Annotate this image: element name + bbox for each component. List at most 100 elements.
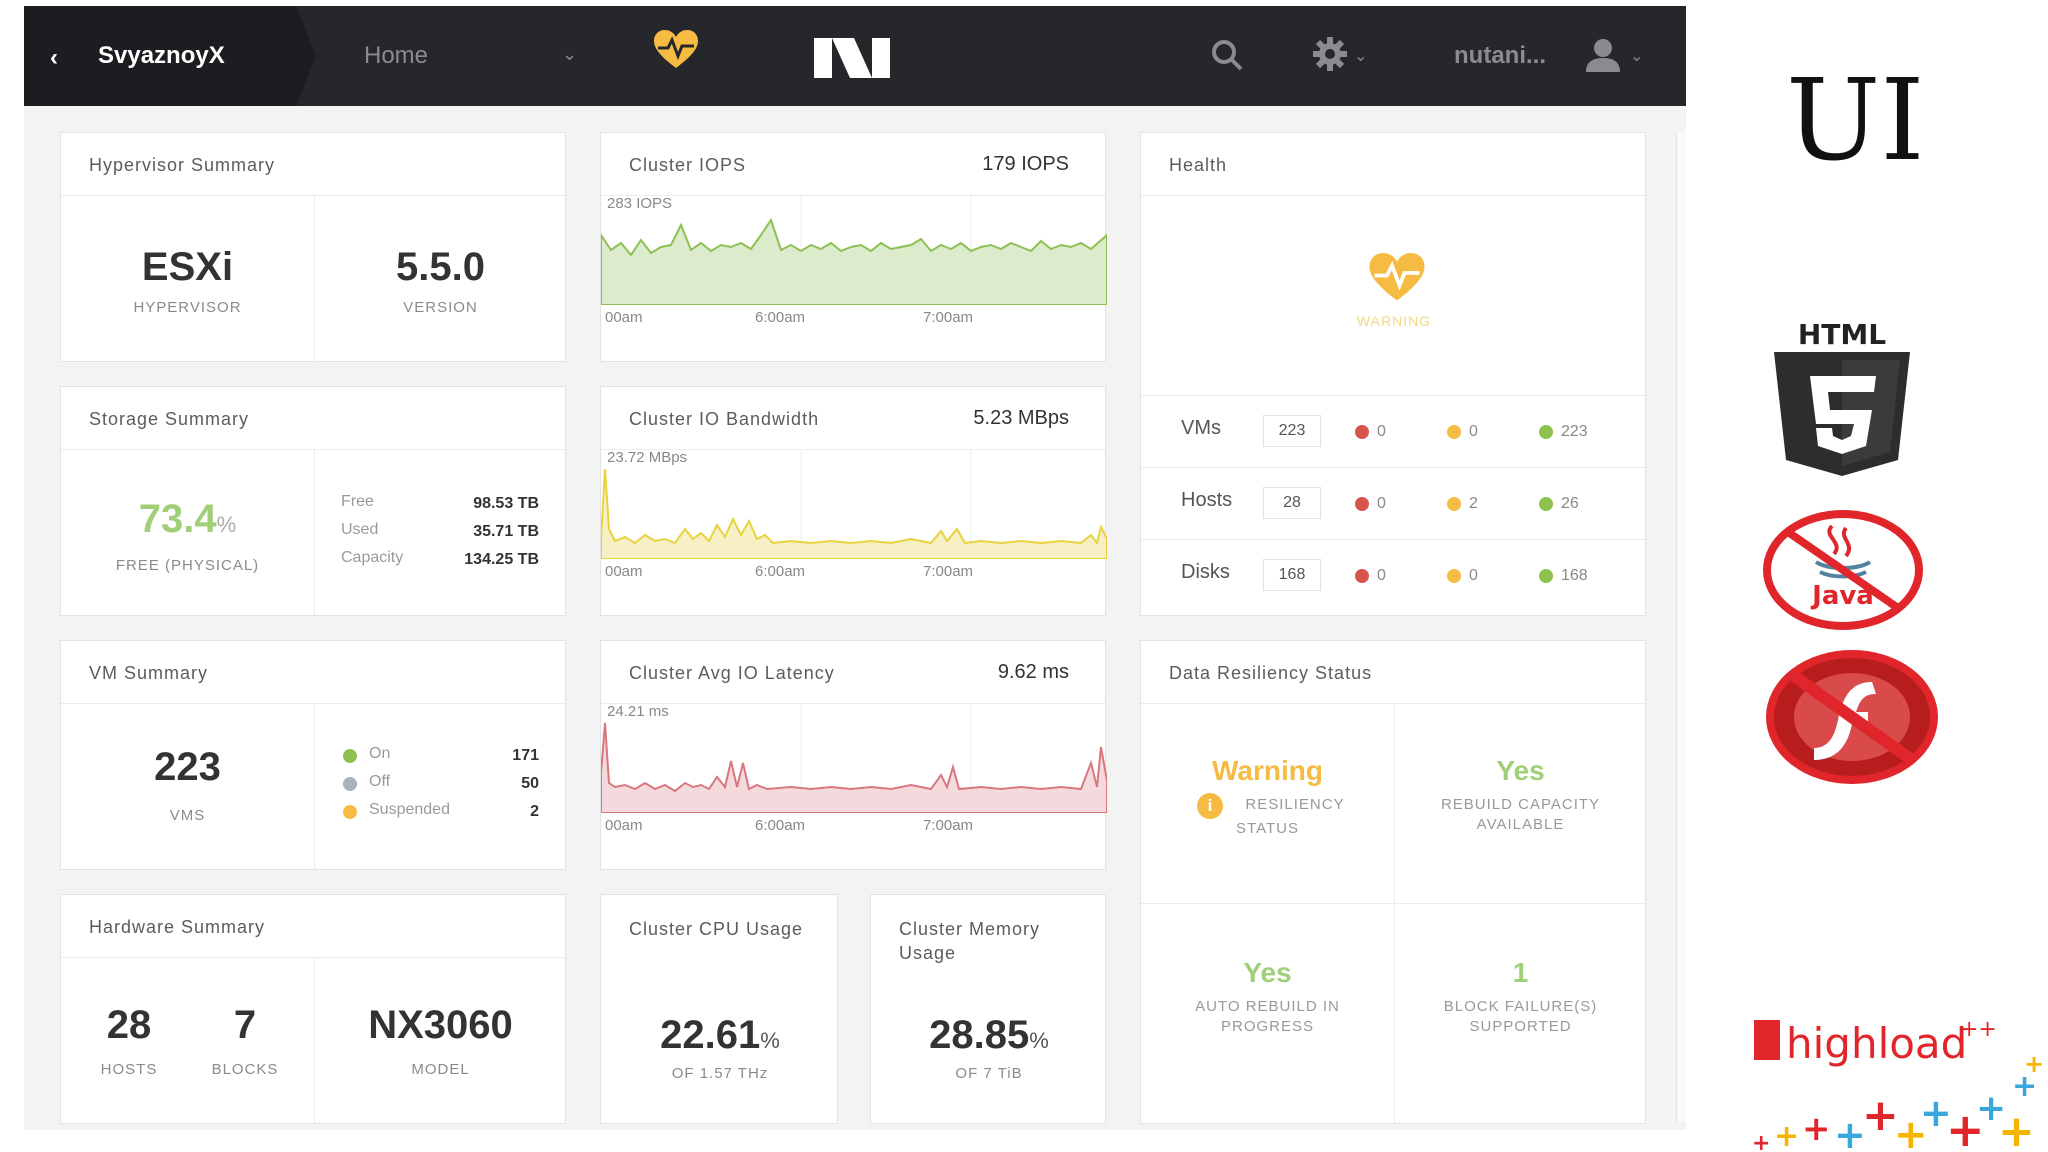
svg-text:+: + — [1920, 1091, 1952, 1135]
rebuild-capacity-label-1: REBUILD CAPACITY — [1440, 796, 1601, 813]
health-hosts-good[interactable]: 26 — [1561, 495, 1579, 512]
health-hosts-critical[interactable]: 0 — [1377, 495, 1386, 512]
health-vms-total[interactable]: 223 — [1263, 415, 1321, 447]
bandwidth-tick-1: 00am — [605, 563, 643, 580]
user-icon[interactable] — [1584, 36, 1622, 74]
latency-max-label: 24.21 ms — [607, 703, 669, 720]
vm-off-dot — [343, 777, 357, 791]
vm-suspended-value: 2 — [530, 803, 539, 820]
svg-text:+: + — [1862, 1090, 1899, 1141]
health-disks-critical[interactable]: 0 — [1377, 567, 1386, 584]
cpu-usage-sub: OF 1.57 THz — [671, 1065, 769, 1082]
divider — [1141, 539, 1645, 540]
vm-summary-card[interactable]: VM Summary 223 VMS On 171 Off 50 Suspend… — [60, 640, 566, 870]
percent-sign: % — [760, 1028, 780, 1053]
blocks-count: 7 — [233, 1003, 257, 1047]
cluster-latency-card[interactable]: Cluster Avg IO Latency 9.62 ms 24.21 ms … — [600, 640, 1107, 870]
gear-icon[interactable] — [1312, 36, 1348, 72]
data-resiliency-card[interactable]: Data Resiliency Status Warning i RESILIE… — [1140, 640, 1646, 1124]
iops-tick-2: 6:00am — [755, 309, 806, 326]
chevron-left-icon[interactable]: ‹ — [50, 44, 58, 71]
no-flash-icon — [1766, 650, 1938, 784]
block-failure-label-1: BLOCK FAILURE(S) — [1443, 998, 1598, 1015]
health-hosts-total[interactable]: 28 — [1263, 487, 1321, 519]
nutanix-logo-icon[interactable] — [814, 38, 890, 78]
divider — [1141, 195, 1645, 196]
hardware-model: NX3060 — [368, 1003, 513, 1047]
heart-pulse-icon[interactable] — [654, 30, 698, 70]
critical-dot — [1355, 497, 1369, 511]
home-menu[interactable]: Home — [364, 42, 429, 69]
health-vms-good[interactable]: 223 — [1561, 423, 1588, 440]
health-disks-good[interactable]: 168 — [1561, 567, 1588, 584]
chevron-down-icon[interactable]: ⌄ — [1354, 48, 1368, 65]
hardware-summary-card[interactable]: Hardware Summary 28 HOSTS 7 BLOCKS NX306… — [60, 894, 566, 1124]
cluster-memory-card[interactable]: Cluster Memory Usage 28.85% OF 7 TiB — [870, 894, 1106, 1124]
chevron-down-icon[interactable]: ⌄ — [562, 44, 578, 64]
health-disks-label: Disks — [1181, 561, 1230, 583]
card-title: Health — [1169, 155, 1228, 175]
bandwidth-tick-2: 6:00am — [755, 563, 806, 580]
hosts-label: HOSTS — [100, 1061, 158, 1078]
divider — [314, 703, 315, 869]
html5-logo-text: HTML — [1798, 318, 1886, 351]
health-disks-total[interactable]: 168 — [1263, 559, 1321, 591]
iops-sparkline — [601, 195, 1107, 305]
good-dot — [1539, 425, 1553, 439]
divider — [61, 449, 565, 450]
health-disks-warning[interactable]: 0 — [1469, 567, 1478, 584]
divider — [314, 195, 315, 361]
health-status: WARNING — [1356, 313, 1432, 329]
right-edge-strip — [1676, 132, 1686, 1122]
health-card[interactable]: Health WARNING VMs 223 0 0 223 Hosts 28 … — [1140, 132, 1646, 616]
info-icon: i — [1197, 793, 1223, 819]
hypervisor-summary-card[interactable]: Hypervisor Summary ESXi HYPERVISOR 5.5.0… — [60, 132, 566, 362]
vm-count: 223 — [154, 745, 221, 789]
iops-tick-1: 00am — [605, 309, 643, 326]
storage-summary-card[interactable]: Storage Summary 73.4% FREE (PHYSICAL) Fr… — [60, 386, 566, 616]
health-hosts-warning[interactable]: 2 — [1469, 495, 1478, 512]
divider — [61, 957, 565, 958]
slide-title: UI — [1786, 56, 1925, 186]
cluster-breadcrumb[interactable]: ‹ SvyaznoyX — [24, 6, 316, 106]
blocks-label: BLOCKS — [211, 1061, 279, 1078]
bandwidth-current-value: 5.23 MBps — [973, 407, 1069, 429]
svg-text:+: + — [1774, 1119, 1799, 1152]
card-title: Hypervisor Summary — [89, 155, 276, 175]
block-failure-value: 1 — [1512, 957, 1529, 988]
resiliency-status-label-2: STATUS — [1236, 820, 1299, 837]
iops-tick-3: 7:00am — [923, 309, 974, 326]
cluster-name[interactable]: SvyaznoyX — [98, 42, 225, 69]
divider — [601, 195, 1105, 196]
storage-used-row-label: Used — [341, 521, 379, 538]
cluster-iops-card[interactable]: Cluster IOPS 179 IOPS 283 IOPS 00am 6:00… — [600, 132, 1107, 362]
search-icon[interactable] — [1210, 38, 1244, 72]
storage-free-label: FREE (PHYSICAL) — [115, 557, 260, 574]
svg-text:+: + — [1946, 1103, 1985, 1152]
rebuild-capacity-label-2: AVAILABLE — [1476, 816, 1565, 833]
divider — [61, 703, 565, 704]
iops-chart[interactable]: 283 IOPS 00am 6:00am 7:00am — [601, 195, 1107, 335]
svg-text:+: + — [1834, 1113, 1866, 1152]
latency-tick-2: 6:00am — [755, 817, 806, 834]
highload-logo-plus: ++ — [1960, 1017, 1997, 1042]
user-name[interactable]: nutani... — [1454, 42, 1546, 69]
card-title: Cluster IOPS — [629, 155, 747, 175]
cluster-cpu-card[interactable]: Cluster CPU Usage 22.61% OF 1.57 THz — [600, 894, 838, 1124]
bandwidth-chart[interactable]: 23.72 MBps 00am 6:00am 7:00am — [601, 449, 1107, 589]
cluster-bandwidth-card[interactable]: Cluster IO Bandwidth 5.23 MBps 23.72 MBp… — [600, 386, 1107, 616]
storage-free-row-label: Free — [341, 493, 374, 510]
block-failure-label-2: SUPPORTED — [1469, 1018, 1572, 1035]
card-title: Cluster Memory Usage — [899, 919, 1041, 963]
storage-capacity-row-label: Capacity — [341, 549, 404, 566]
card-title: Hardware Summary — [89, 917, 266, 937]
health-vms-critical[interactable]: 0 — [1377, 423, 1386, 440]
critical-dot — [1355, 425, 1369, 439]
latency-chart[interactable]: 24.21 ms 00am 6:00am 7:00am — [601, 703, 1107, 843]
chevron-down-icon[interactable]: ⌄ — [1630, 48, 1644, 65]
vm-off-label: Off — [369, 773, 391, 790]
latency-current-value: 9.62 ms — [997, 661, 1069, 683]
divider — [1141, 703, 1645, 704]
critical-dot — [1355, 569, 1369, 583]
health-vms-warning[interactable]: 0 — [1469, 423, 1478, 440]
